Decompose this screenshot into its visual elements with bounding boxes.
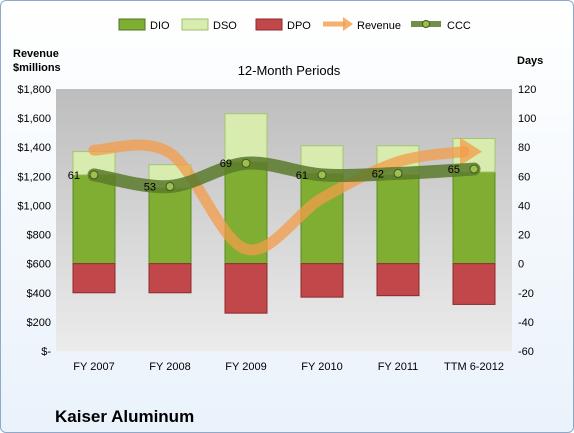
legend-item-dso: DSO xyxy=(181,18,237,32)
ccc-data-label: 62 xyxy=(372,168,384,180)
bar-dso xyxy=(224,113,268,163)
bar-dpo xyxy=(376,263,420,297)
bar-dpo xyxy=(224,263,268,314)
left-tick-label: $800 xyxy=(27,230,51,242)
right-tick-label: 80 xyxy=(518,142,530,154)
legend-marker-ccc xyxy=(422,20,430,28)
bar-dpo xyxy=(452,263,496,305)
ccc-line xyxy=(87,156,481,194)
revenue-line xyxy=(88,139,470,256)
legend-swatch-dso xyxy=(181,18,209,31)
plot-area xyxy=(56,89,512,351)
legend-swatch-dpo xyxy=(255,18,283,31)
left-tick-label: $1,800 xyxy=(17,84,51,96)
bar-dio xyxy=(148,187,192,265)
bar-dio xyxy=(72,174,116,265)
legend-label-dpo: DPO xyxy=(287,20,311,32)
bar-dpo xyxy=(148,263,192,294)
legend-label-revenue: Revenue xyxy=(357,20,401,32)
ccc-data-label: 61 xyxy=(296,170,308,182)
left-tick-label: $200 xyxy=(27,317,51,329)
ccc-data-label: 61 xyxy=(68,170,80,182)
bar-dpo xyxy=(72,263,116,294)
ccc-marker xyxy=(241,158,251,168)
category-axis-labels: FY 2007 FY 2008 FY 2009 FY 2010 FY 2011 TTM 6… xyxy=(73,361,504,373)
category-label: FY 2007 xyxy=(73,361,114,373)
right-axis-title: Days xyxy=(517,55,543,67)
legend-item-revenue: Revenue xyxy=(323,17,401,32)
bar-dpo xyxy=(300,263,344,298)
left-tick-label: $1,000 xyxy=(17,200,51,212)
right-tick-label: -20 xyxy=(518,288,534,300)
bar-dio xyxy=(376,174,420,265)
ccc-marker xyxy=(89,170,99,180)
ccc-marker xyxy=(317,170,327,180)
left-tick-label: $1,200 xyxy=(17,171,51,183)
right-tick-label: -60 xyxy=(518,346,534,358)
right-tick-label: -40 xyxy=(518,317,534,329)
ccc-marker xyxy=(393,168,403,178)
category-label: FY 2009 xyxy=(225,361,266,373)
legend-item-ccc: CCC xyxy=(411,20,471,32)
legend-swatch-dio xyxy=(118,18,146,31)
bar-dio xyxy=(452,171,496,265)
ccc-marker xyxy=(469,164,479,174)
ccc-data-label: 69 xyxy=(220,158,232,170)
legend: DIO DSO DPO Revenue CCC xyxy=(118,17,471,32)
legend-label-dso: DSO xyxy=(213,20,237,32)
left-axis-ticks: $- $200 $400 $600 $800 $1,000 $1,200 $1,400 $1,6… xyxy=(17,84,51,358)
category-label: TTM 6-2012 xyxy=(444,361,504,373)
ccc-data-label: 65 xyxy=(448,164,460,176)
legend-arrowhead-revenue xyxy=(343,17,353,31)
legend-label-ccc: CCC xyxy=(447,20,471,32)
right-tick-label: 20 xyxy=(518,230,530,242)
left-tick-label: $600 xyxy=(27,259,51,271)
left-tick-label: $400 xyxy=(27,288,51,300)
right-tick-label: 40 xyxy=(518,200,530,212)
left-tick-label: $- xyxy=(41,346,51,358)
legend-label-dio: DIO xyxy=(150,20,170,32)
chart-subtitle: 12-Month Periods xyxy=(238,63,341,78)
right-tick-label: 100 xyxy=(518,113,536,125)
legend-item-dpo: DPO xyxy=(255,18,311,32)
left-tick-label: $1,400 xyxy=(17,142,51,154)
left-axis-title-line2: $millions xyxy=(13,62,61,74)
left-axis-title-line1: Revenue xyxy=(13,48,59,60)
category-label: FY 2008 xyxy=(149,361,190,373)
left-tick-label: $1,600 xyxy=(17,113,51,125)
right-axis-ticks: -60 -40 -20 0 20 40 60 80 100 120 xyxy=(518,84,536,358)
company-name: Kaiser Aluminum xyxy=(55,407,194,426)
right-tick-label: 60 xyxy=(518,171,530,183)
ccc-data-label: 53 xyxy=(144,182,156,194)
revenue-arrowhead xyxy=(460,137,482,166)
right-tick-label: 120 xyxy=(518,84,536,96)
line-series: 61 53 69 61 62 65 xyxy=(68,137,482,256)
ccc-marker xyxy=(165,182,175,192)
category-label: FY 2010 xyxy=(301,361,342,373)
legend-item-dio: DIO xyxy=(118,18,170,32)
right-tick-label: 0 xyxy=(518,259,524,271)
category-label: FY 2011 xyxy=(378,361,419,373)
